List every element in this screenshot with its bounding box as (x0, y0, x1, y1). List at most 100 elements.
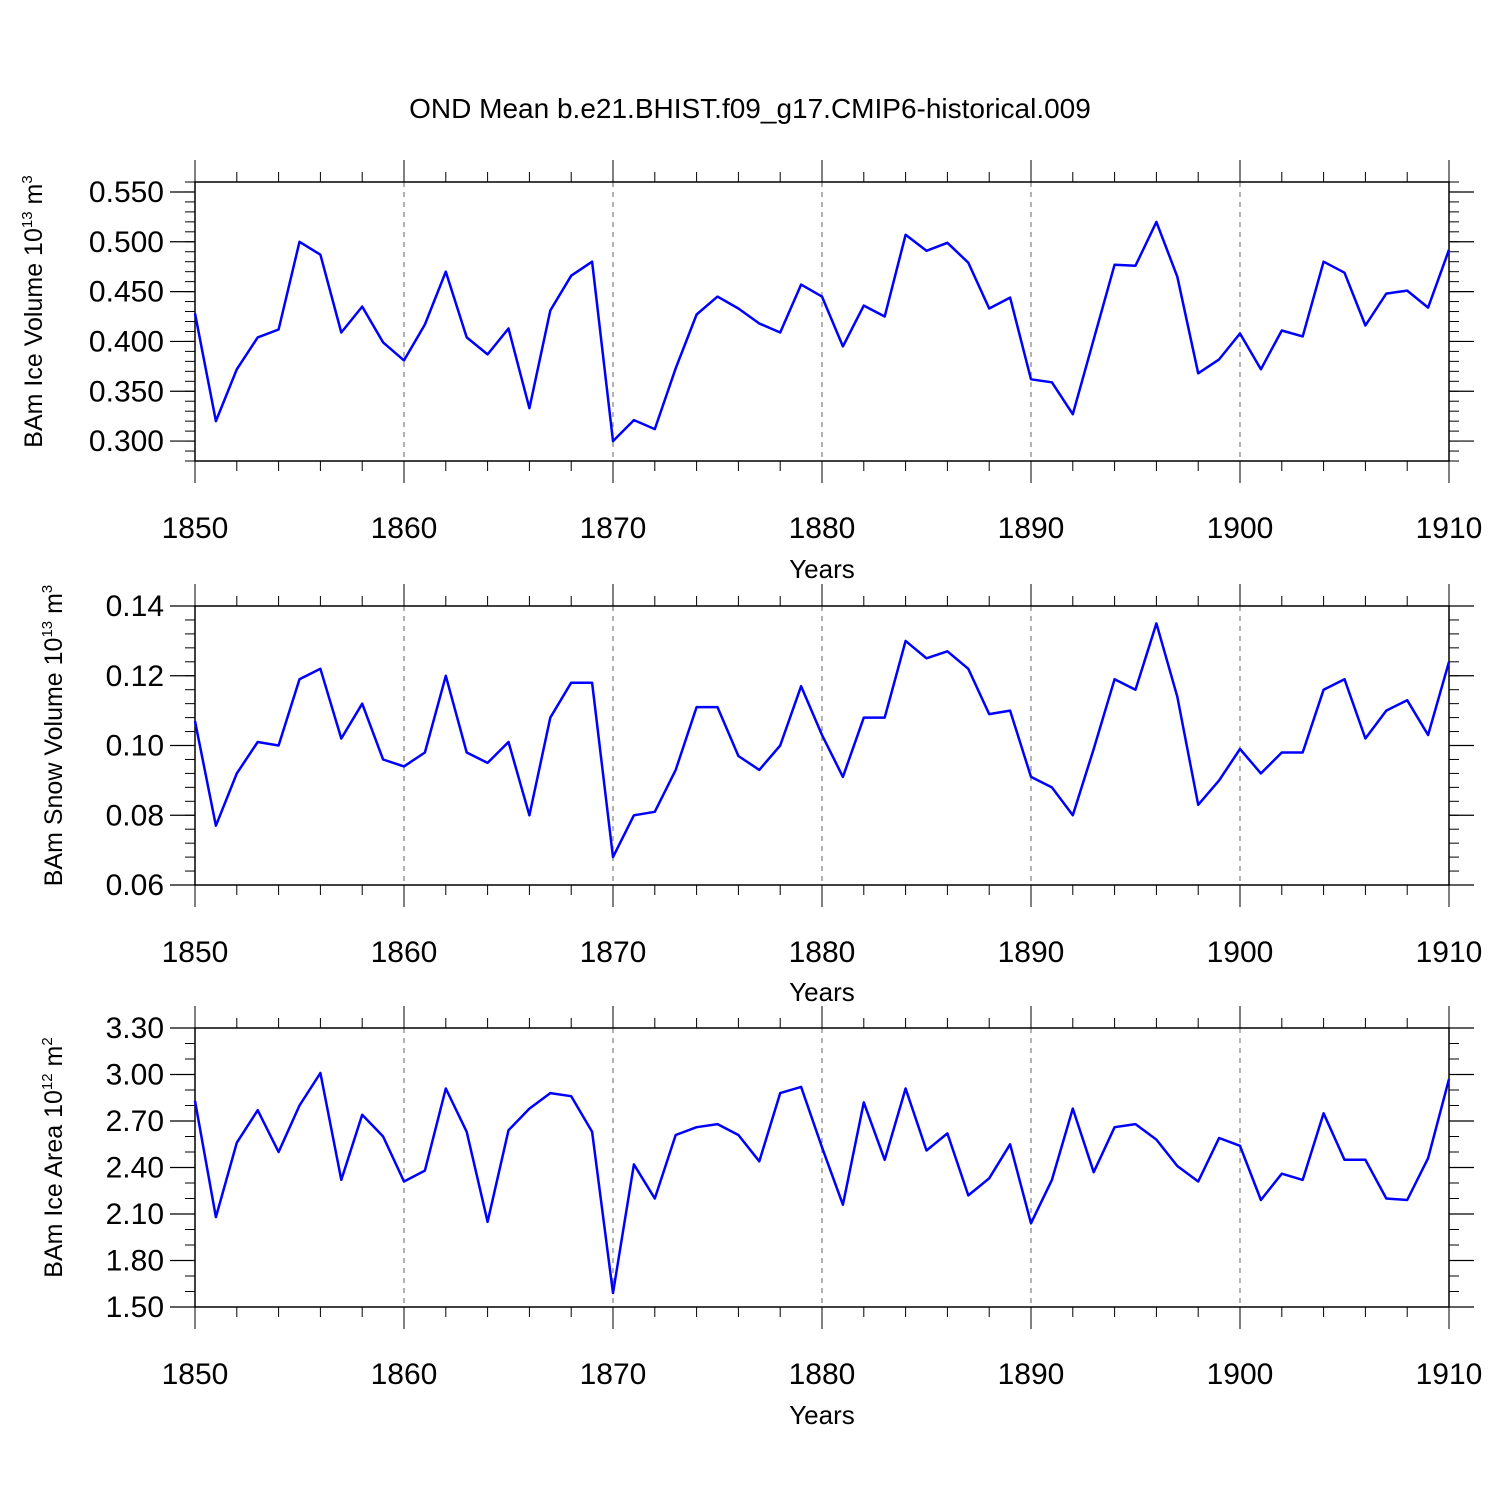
data-point (527, 1106, 532, 1111)
y-tick-label: 0.500 (89, 226, 164, 259)
x-tick-label: 1890 (998, 512, 1065, 545)
data-point (548, 1091, 553, 1096)
data-point (1384, 1196, 1389, 1201)
data-point (1154, 1137, 1159, 1142)
data-point (1321, 1111, 1326, 1116)
data-point (820, 733, 825, 738)
y-tick-label: 1.50 (106, 1291, 164, 1324)
data-point (694, 705, 699, 710)
panels: 0.300 0.350 0.400 0.450 0.500 0.550 1850 1860 18… (19, 160, 1482, 1430)
data-point (1154, 219, 1159, 224)
data-point (1175, 694, 1180, 699)
data-point (631, 1162, 636, 1167)
data-point (1405, 1198, 1410, 1203)
data-point (778, 1091, 783, 1096)
data-point (1321, 259, 1326, 264)
data-point (381, 1134, 386, 1139)
data-point (694, 1125, 699, 1130)
data-point (820, 294, 825, 299)
data-point (1196, 371, 1201, 376)
data-point (611, 855, 616, 860)
data-point (402, 764, 407, 769)
y-tick-label: 2.40 (106, 1152, 164, 1185)
data-point (1175, 1164, 1180, 1169)
data-point (1070, 1106, 1075, 1111)
panel-1: 0.300 0.350 0.400 0.450 0.500 0.550 1850 1860 18… (19, 160, 1482, 584)
data-point (1300, 750, 1305, 755)
data-point (966, 260, 971, 265)
y-axis-title-superscript: 13 (39, 621, 56, 638)
data-point (464, 1129, 469, 1134)
series-line (193, 622, 1451, 859)
x-tick-label: 1870 (580, 936, 647, 969)
data-point (234, 1140, 239, 1145)
data-point (297, 1103, 302, 1108)
y-tick-label: 3.00 (106, 1059, 164, 1092)
data-point (778, 330, 783, 335)
data-point (1363, 736, 1368, 741)
data-point (464, 335, 469, 340)
y-tick-label: 0.400 (89, 325, 164, 358)
data-point (987, 1176, 992, 1181)
data-point (506, 326, 511, 331)
data-point (652, 1196, 657, 1201)
data-point (339, 330, 344, 335)
y-tick-label: 2.10 (106, 1198, 164, 1231)
data-point (360, 701, 365, 706)
data-point (1112, 262, 1117, 267)
data-point (861, 715, 866, 720)
data-point (234, 367, 239, 372)
x-tick-label: 1880 (789, 1358, 856, 1391)
data-point (527, 406, 532, 411)
x-axis-title: Years (789, 977, 855, 1007)
data-point (255, 335, 260, 340)
y-axis-title-text: BAm Snow Volume 10 (40, 638, 68, 887)
data-point (1133, 687, 1138, 692)
data-point (882, 1157, 887, 1162)
data-point (422, 1168, 427, 1173)
data-point (1112, 1125, 1117, 1130)
x-tick-label: 1850 (162, 936, 229, 969)
y-axis-title-superscript: 13 (19, 211, 36, 228)
data-point (1300, 1177, 1305, 1182)
x-tick-label: 1900 (1207, 512, 1274, 545)
data-point (1070, 813, 1075, 818)
data-point (193, 311, 198, 316)
data-point (276, 743, 281, 748)
data-point (673, 1133, 678, 1138)
plot-frame (194, 1027, 1450, 1308)
data-point (1426, 1156, 1431, 1161)
data-point (1008, 295, 1013, 300)
data-point (464, 750, 469, 755)
plot-frame (194, 181, 1450, 462)
data-point (966, 666, 971, 671)
x-tick-label: 1890 (998, 936, 1065, 969)
data-point (1258, 367, 1263, 372)
data-point (1342, 1157, 1347, 1162)
data-point (590, 259, 595, 264)
y-tick-label: 0.10 (106, 730, 164, 763)
plot-frame (194, 605, 1450, 886)
data-point (715, 294, 720, 299)
data-point (861, 1100, 866, 1105)
data-point (1342, 270, 1347, 275)
data-point (1091, 1170, 1096, 1175)
data-point (1070, 412, 1075, 417)
data-point (715, 1122, 720, 1127)
x-tick-label: 1880 (789, 936, 856, 969)
y-tick-label: 0.450 (89, 276, 164, 309)
x-tick-label: 1900 (1207, 1358, 1274, 1391)
data-point (548, 715, 553, 720)
data-point (213, 419, 218, 424)
data-point (276, 327, 281, 332)
y-axis-title-text: m (40, 593, 68, 621)
data-point (924, 1148, 929, 1153)
data-point (569, 273, 574, 278)
data-point (1258, 771, 1263, 776)
data-point (757, 767, 762, 772)
data-point (799, 282, 804, 287)
y-axis-title-text: m (20, 184, 48, 212)
data-point (548, 308, 553, 313)
data-point (1363, 1157, 1368, 1162)
data-point (924, 248, 929, 253)
